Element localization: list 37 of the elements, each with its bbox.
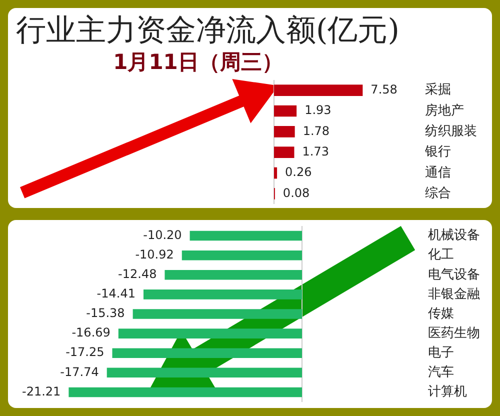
data-label: 0.08 bbox=[282, 186, 310, 200]
data-label: -16.69 bbox=[72, 326, 110, 340]
data-label: -12.48 bbox=[118, 267, 157, 282]
y-tick-label: 机械设备 bbox=[428, 228, 480, 244]
y-tick-label: 计算机 bbox=[428, 384, 467, 400]
bar bbox=[274, 84, 363, 96]
data-label: 1.93 bbox=[304, 103, 332, 118]
y-tick-label: 化工 bbox=[428, 248, 454, 263]
y-tick-label: 传媒 bbox=[428, 306, 454, 322]
y-tick-label: 医药生物 bbox=[428, 326, 480, 341]
y-tick-label: 采掘 bbox=[425, 82, 451, 98]
bar bbox=[274, 146, 294, 158]
data-label: -10.20 bbox=[143, 228, 182, 242]
data-label: -17.74 bbox=[60, 364, 99, 379]
bar bbox=[274, 167, 278, 179]
y-tick-label: 非银金融 bbox=[428, 286, 480, 302]
data-label: -21.21 bbox=[22, 384, 61, 398]
data-label: 7.58 bbox=[370, 82, 398, 96]
data-label: -17.25 bbox=[66, 345, 104, 360]
data-label: -15.38 bbox=[86, 306, 125, 320]
data-label: -10.92 bbox=[135, 247, 174, 262]
y-tick-label: 综合 bbox=[425, 186, 451, 202]
y-tick-label: 纺织服装 bbox=[425, 124, 477, 140]
y-tick-label: 电子 bbox=[428, 345, 454, 360]
chart-subtitle: 1月11日（周三） bbox=[112, 49, 284, 76]
bar bbox=[274, 126, 295, 138]
data-label: 0.26 bbox=[285, 165, 312, 180]
y-tick-label: 房地产 bbox=[425, 102, 464, 118]
y-tick-label: 汽车 bbox=[428, 365, 454, 380]
bar bbox=[274, 105, 297, 117]
data-label: 1.78 bbox=[302, 124, 330, 138]
chart-title: 行业主力资金净流入额(亿元) bbox=[16, 12, 400, 50]
y-tick-label: 通信 bbox=[425, 165, 451, 180]
data-label: 1.73 bbox=[302, 144, 329, 158]
data-label: -14.41 bbox=[96, 286, 136, 301]
y-tick-label: 银行 bbox=[424, 144, 451, 160]
y-tick-label: 电气设备 bbox=[428, 267, 480, 282]
